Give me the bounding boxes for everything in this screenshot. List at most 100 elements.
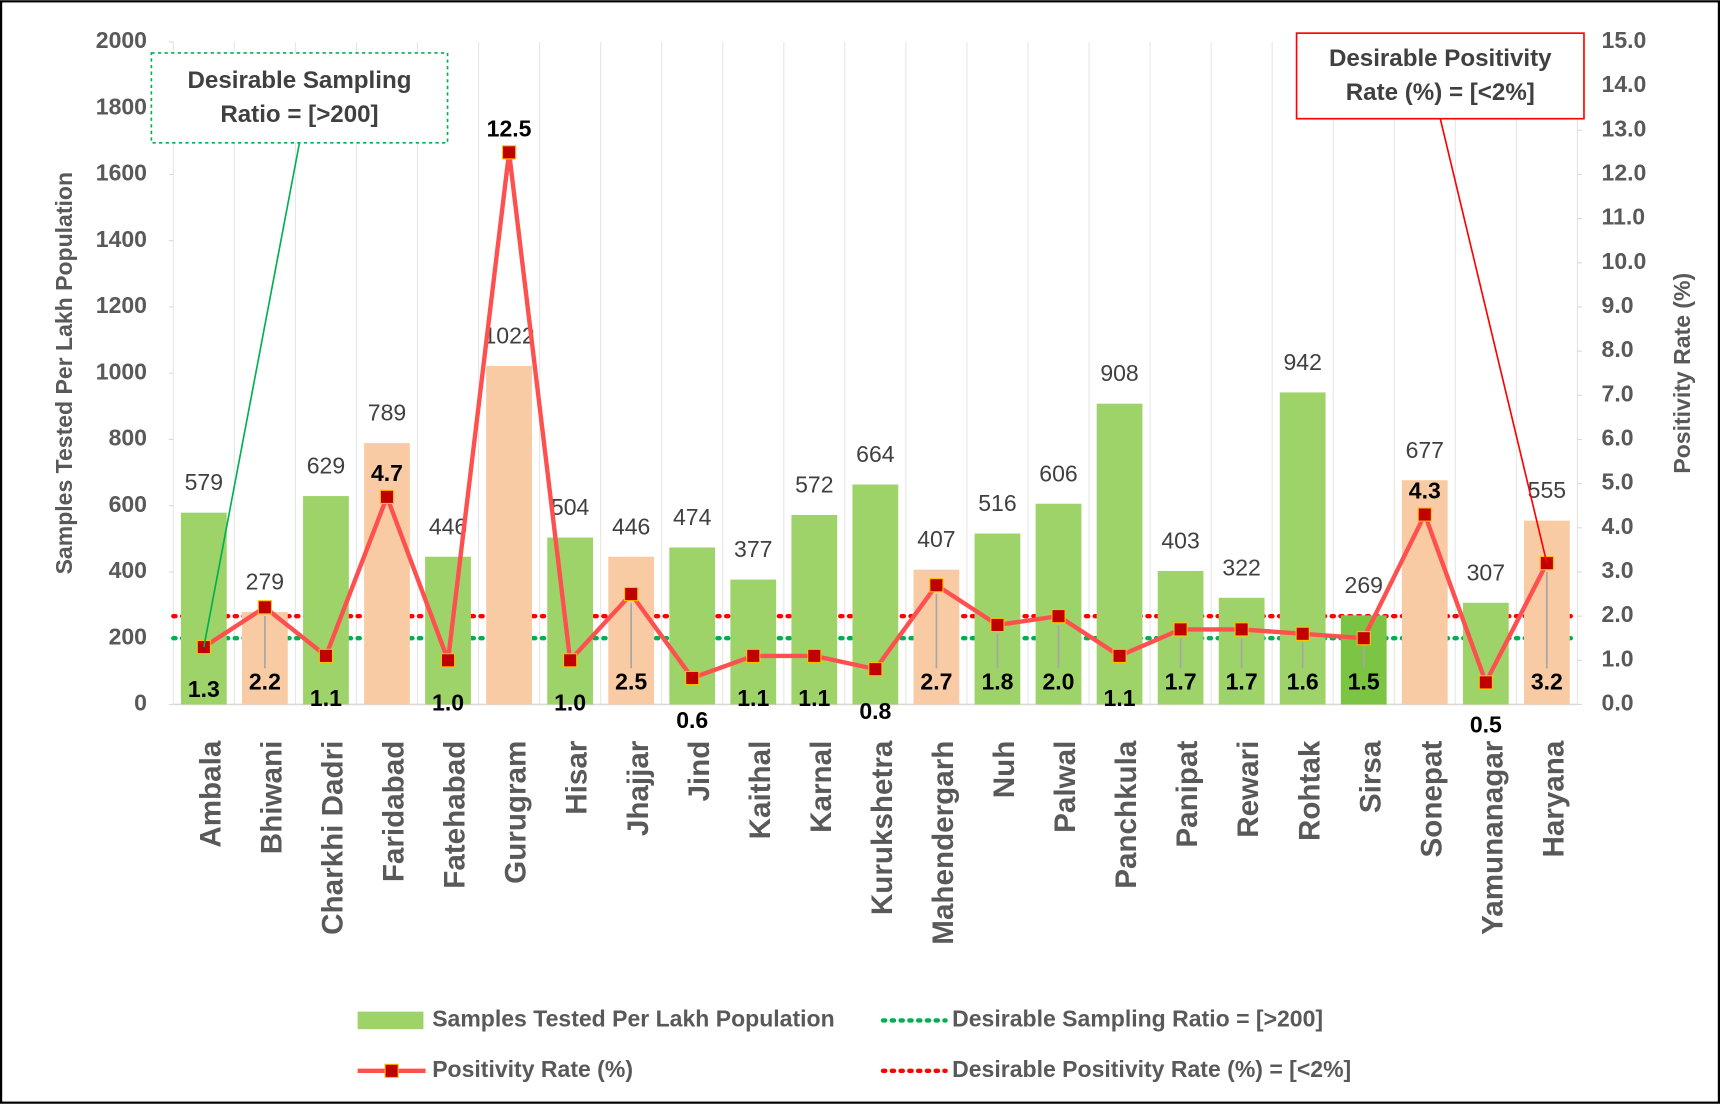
line-value-label: 4.7 [371,460,403,486]
y2-tick-label: 6.0 [1602,425,1634,451]
legend-label: Desirable Positivity Rate (%) = [<2%] [952,1056,1351,1082]
x-tick-label: Mahendergarh [927,741,960,945]
line-value-label: 2.0 [1042,669,1074,695]
bar-value-label: 572 [795,472,833,498]
y2-tick-label: 15.0 [1602,27,1647,53]
line-value-label: 1.0 [554,689,586,715]
bar-value-label: 407 [917,526,955,552]
x-tick-label: Panipat [1171,741,1204,848]
line-value-label: 1.6 [1287,669,1319,695]
y2-tick-label: 8.0 [1602,336,1634,362]
x-tick-label: Yamunanagar [1476,740,1509,935]
bar [547,537,594,705]
x-tick-label: Jhajjar [622,740,655,836]
line-marker [318,648,334,664]
bar-value-label: 403 [1161,528,1199,554]
bar-value-label: 307 [1467,559,1505,585]
line-marker [562,653,578,668]
line-marker [440,653,456,668]
line-value-label: 4.3 [1409,478,1441,504]
line-marker [1234,622,1249,637]
annotation-text: Desirable Sampling Ratio = [>200] [187,66,412,128]
bar-value-label: 322 [1222,554,1260,580]
bar [486,365,532,705]
line-value-label: 0.5 [1470,711,1502,737]
x-tick-label: Karnal [805,741,838,833]
y2-tick-label: 3.0 [1602,557,1634,583]
y2-tick-label: 10.0 [1602,248,1647,274]
annotation-box [150,52,449,144]
line-marker [746,648,761,664]
line-marker [501,145,517,160]
line-marker [990,617,1005,633]
x-tick-label: Panchkula [1110,740,1143,889]
y-tick-label: 1400 [96,226,147,252]
annotation-leader [1439,118,1548,564]
bar-value-label: 279 [246,569,284,595]
line-value-label: 3.2 [1531,669,1563,695]
line-value-label: 1.1 [1104,685,1136,711]
y2-tick-label: 11.0 [1602,204,1646,230]
x-tick-label: Fatehabad [439,741,472,889]
y2-tick-label: 12.0 [1602,160,1647,186]
line-marker [1417,507,1432,522]
line-value-label: 1.1 [798,685,830,711]
bar-value-label: 555 [1528,477,1566,503]
line-value-label: 2.5 [615,669,647,695]
line-value-label: 2.7 [920,669,952,695]
bar [425,556,471,705]
line-marker [1173,622,1188,637]
line-marker [868,662,883,677]
line-value-label: 1.0 [432,689,464,715]
bar [303,496,349,705]
legend-label: Desirable Sampling Ratio = [>200] [952,1005,1323,1031]
x-tick-label: Kurukshetra [866,740,899,915]
y-tick-label: 2000 [96,27,147,53]
y-tick-label: 1200 [96,292,147,318]
line-value-label: 1.5 [1348,669,1380,695]
bar-value-label: 664 [856,441,895,467]
annotation: Desirable Positivity Rate (%) = [<2%] [1328,44,1552,106]
line-marker [929,578,944,593]
y2-tick-label: 9.0 [1602,292,1634,318]
y2-tick-label: 1.0 [1602,645,1634,671]
line-marker [1112,648,1127,664]
y-axis-title: Samples Tested Per Lakh Population [51,172,77,574]
bar-value-label: 789 [368,400,406,426]
y2-tick-label: 0.0 [1602,690,1634,716]
line-value-label: 2.2 [249,669,281,695]
bar-value-label: 629 [307,453,345,479]
y2-tick-label: 13.0 [1602,115,1647,141]
x-tick-label: Rewari [1232,741,1265,838]
bar [730,579,777,705]
line-marker [685,670,700,686]
y-tick-label: 1600 [96,160,147,186]
line-value-label: 1.7 [1165,669,1197,695]
bar-value-label: 474 [673,504,712,530]
y2-tick-label: 5.0 [1602,469,1634,495]
x-tick-label: Palwal [1049,741,1082,833]
line-marker [1295,626,1310,641]
y2-tick-label: 4.0 [1602,513,1634,539]
line-marker [379,489,395,505]
x-tick-label: Rohtak [1293,740,1326,841]
bar-value-label: 516 [978,490,1016,516]
y2-tick-label: 7.0 [1602,380,1634,406]
bar-value-label: 677 [1406,437,1444,463]
y-tick-label: 200 [109,623,147,649]
bar-value-label: 377 [734,536,772,562]
bar-value-label: 269 [1345,572,1383,598]
line-value-label: 0.6 [676,707,708,733]
bar [364,443,410,705]
annotation-box [1295,32,1585,120]
x-tick-label: Charkhi Dadri [317,741,350,935]
legend-label: Samples Tested Per Lakh Population [432,1005,834,1031]
annotation-text: Desirable Positivity Rate (%) = [<2%] [1328,44,1552,106]
bar-value-label: 908 [1100,360,1138,386]
x-tick-label: Sonepat [1415,741,1448,858]
x-tick-label: Sirsa [1354,740,1387,813]
line-marker [1478,675,1493,690]
y-tick-label: 0 [134,690,147,716]
y-tick-label: 400 [109,557,147,583]
